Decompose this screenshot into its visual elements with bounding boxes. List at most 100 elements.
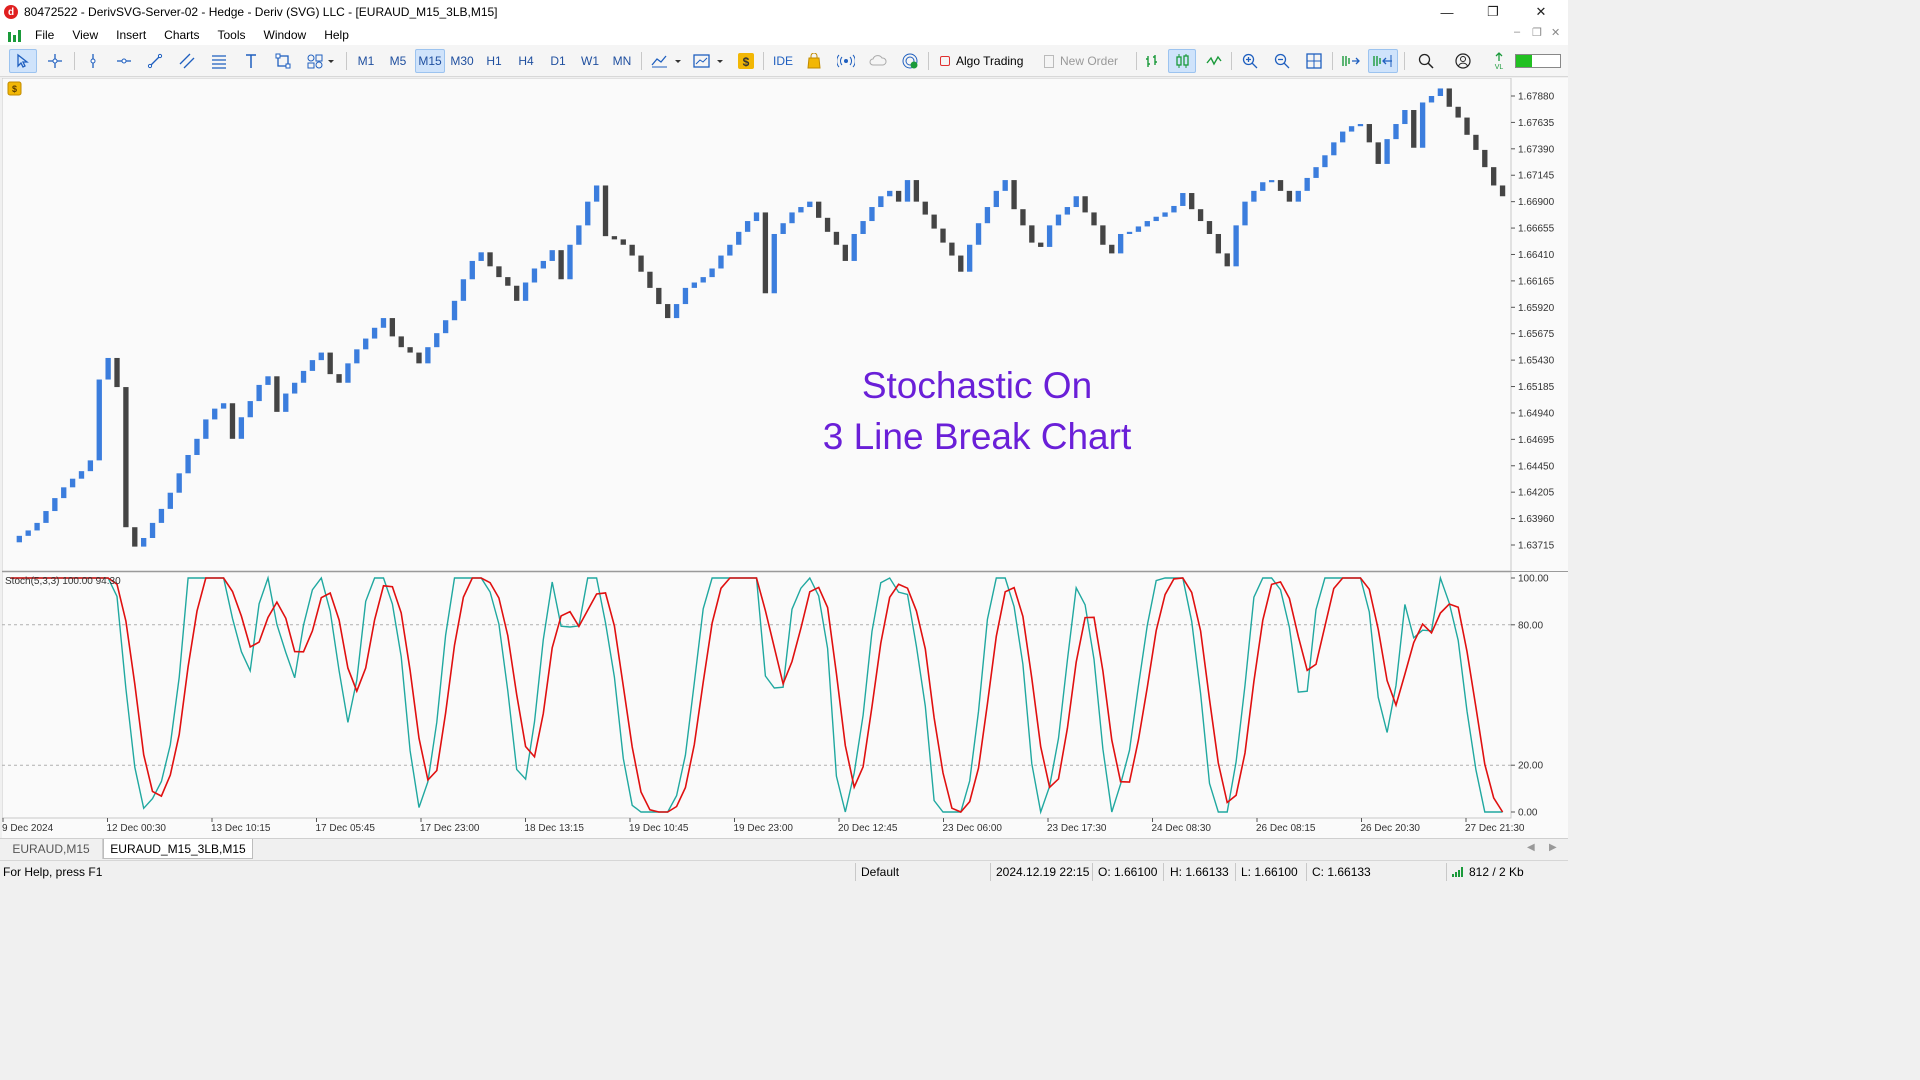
brick-up	[1357, 124, 1364, 127]
algo-trading-status-icon	[940, 56, 950, 66]
timeframe-h4[interactable]: H4	[518, 54, 534, 68]
algo-trading-button[interactable]: Algo Trading	[934, 49, 1034, 73]
chart-svg[interactable]: $ 1.67880 1.67635 1.67390 1.67145 1.66900 1.6…	[1, 77, 1568, 838]
cloud-icon[interactable]	[866, 49, 890, 73]
timeframe-mn[interactable]: MN	[612, 54, 632, 68]
vps-icon[interactable]	[898, 49, 922, 73]
market-icon[interactable]	[802, 49, 826, 73]
price-panel[interactable]	[1, 77, 1512, 572]
line-chart-icon[interactable]	[1202, 49, 1226, 73]
cursor-icon[interactable]	[9, 49, 37, 73]
time-axis-label: 19 Dec 23:00	[734, 823, 794, 834]
brick-down	[123, 387, 129, 528]
menu-tools[interactable]: Tools	[217, 27, 246, 42]
brick-up	[25, 530, 31, 536]
timeframe-m5[interactable]: M5	[389, 54, 407, 68]
vertical-line-icon[interactable]	[79, 49, 107, 73]
brick-up	[1162, 212, 1168, 217]
autoscroll-icon[interactable]	[1368, 49, 1398, 73]
tabs-scroll-right-icon[interactable]: ▶	[1549, 842, 1557, 853]
fibonacci-icon[interactable]	[205, 49, 233, 73]
brick-up	[1437, 88, 1444, 96]
brick-down	[647, 271, 653, 288]
tabs-scroll-left-icon[interactable]: ◀	[1527, 842, 1535, 853]
price-axis-label: 1.63960	[1518, 514, 1555, 525]
crosshair-icon[interactable]	[41, 49, 69, 73]
tile-icon[interactable]	[1302, 49, 1326, 73]
price-axis-label: 1.64695	[1518, 435, 1555, 446]
trendline-icon[interactable]	[141, 49, 169, 73]
expert-advisor-icon[interactable]: $	[7, 81, 22, 96]
menu-window[interactable]: Window	[263, 27, 307, 42]
brick-down	[1411, 110, 1417, 148]
brick-up	[451, 300, 458, 321]
horizontal-line-icon[interactable]	[110, 49, 138, 73]
close-window-button[interactable]: ✕	[1535, 4, 1547, 19]
mdi-restore-button[interactable]: ❐	[1532, 27, 1542, 39]
timeframe-m1[interactable]: M1	[357, 54, 375, 68]
account-icon[interactable]	[1451, 49, 1475, 73]
menu-insert[interactable]: Insert	[116, 27, 147, 42]
tab-euraud-m15-3lb[interactable]: EURAUD_M15_3LB,M15	[103, 839, 253, 859]
tab-euraud-m15[interactable]: EURAUD,M15	[0, 839, 103, 859]
brick-up	[1233, 225, 1239, 267]
brick-up	[966, 244, 973, 272]
zoom-out-icon[interactable]	[1270, 49, 1294, 73]
ide-button[interactable]: IDE	[772, 54, 793, 68]
price-axis-label: 1.66900	[1518, 197, 1555, 208]
bar-close: C: 1.66133	[1312, 865, 1371, 879]
brick-up	[1153, 216, 1159, 222]
stochastic-panel[interactable]	[1, 571, 1512, 819]
timeframe-h1[interactable]: H1	[486, 54, 502, 68]
menu-charts[interactable]: Charts	[164, 27, 200, 42]
menu-file[interactable]: File	[35, 27, 55, 42]
price-axis-label: 1.64450	[1518, 461, 1555, 472]
brick-up	[798, 207, 804, 213]
time-axis-label: 23 Dec 06:00	[943, 823, 1003, 834]
brick-down	[336, 374, 342, 383]
new-order-button[interactable]: New Order	[1040, 49, 1132, 73]
indicators-icon[interactable]	[647, 49, 687, 73]
stochastic-axis-label: 0.00	[1518, 808, 1538, 819]
channel-icon[interactable]	[173, 49, 201, 73]
brick-up	[291, 382, 298, 394]
brick-up	[549, 250, 555, 261]
brick-up	[700, 277, 706, 283]
chart-window[interactable]: $ 1.67880 1.67635 1.67390 1.67145 1.66900 1.6…	[1, 77, 1568, 838]
shapes-icon[interactable]	[269, 49, 297, 73]
dollar-icon[interactable]: $	[734, 49, 758, 73]
menu-help[interactable]: Help	[324, 27, 349, 42]
text-icon[interactable]	[237, 49, 265, 73]
time-axis-label: 18 Dec 13:15	[525, 823, 585, 834]
templates-icon[interactable]	[689, 49, 729, 73]
mdi-close-button[interactable]: ✕	[1551, 27, 1561, 39]
brick-up	[203, 419, 209, 439]
profile-name[interactable]: Default	[861, 865, 900, 879]
scroll-icon[interactable]	[1338, 49, 1364, 73]
brick-down	[1277, 180, 1284, 191]
bar-chart-icon[interactable]	[1140, 49, 1164, 73]
signal-strength-icon[interactable]: VL	[1487, 49, 1511, 73]
zoom-in-icon[interactable]	[1238, 49, 1262, 73]
timeframe-d1[interactable]: D1	[550, 54, 566, 68]
brick-up	[1002, 180, 1008, 191]
menu-view[interactable]: View	[72, 27, 99, 42]
brick-up	[682, 287, 689, 305]
brick-up	[1064, 207, 1071, 215]
minimize-button[interactable]: —	[1440, 4, 1454, 20]
traffic-indicator[interactable]: 812 / 2 Kb	[1452, 861, 1524, 883]
signals-icon[interactable]	[834, 49, 858, 73]
brick-up	[78, 471, 85, 479]
stochastic-axis-label: 20.00	[1518, 761, 1543, 772]
objects-icon[interactable]	[301, 49, 341, 73]
search-icon[interactable]	[1414, 49, 1438, 73]
timeframe-m15[interactable]: M15	[415, 49, 445, 73]
menu-bar: File View Insert Charts Tools Window Hel…	[0, 24, 1568, 45]
app-logo-icon[interactable]: d	[4, 5, 18, 19]
timeframe-m30[interactable]: M30	[450, 54, 474, 68]
candle-chart-icon[interactable]	[1168, 49, 1196, 73]
mdi-minimize-button[interactable]: –	[1514, 26, 1521, 38]
maximize-button[interactable]: ❐	[1487, 4, 1499, 19]
timeframe-w1[interactable]: W1	[581, 54, 599, 68]
price-axis-label: 1.67635	[1518, 118, 1555, 129]
